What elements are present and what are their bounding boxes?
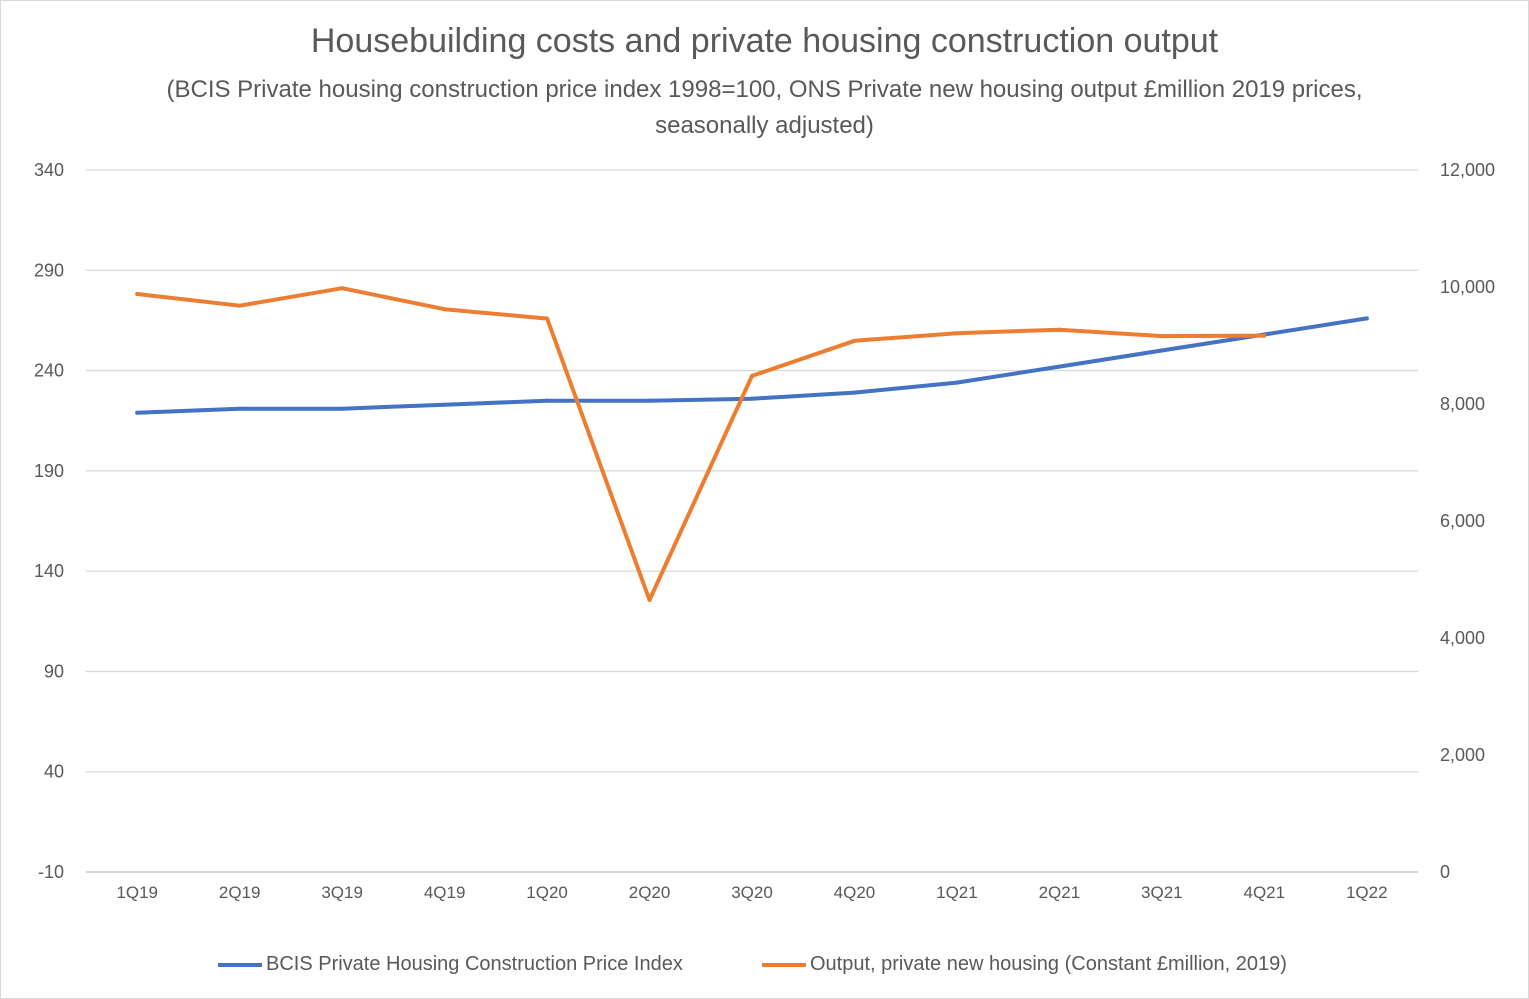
x-tick-label: 1Q22 — [1346, 883, 1388, 902]
y-right-tick-label: 6,000 — [1440, 511, 1485, 531]
legend-label-price-index: BCIS Private Housing Construction Price … — [266, 953, 683, 975]
data-point — [1057, 364, 1062, 369]
data-point — [1159, 334, 1164, 339]
y-right-tick-label: 12,000 — [1440, 160, 1495, 180]
x-tick-label: 4Q20 — [834, 883, 876, 902]
chart-title: Housebuilding costs and private housing … — [310, 22, 1219, 60]
data-point — [135, 292, 140, 297]
data-point — [852, 390, 857, 395]
x-tick-label: 1Q21 — [936, 883, 978, 902]
x-tick-label: 3Q21 — [1141, 883, 1183, 902]
x-tick-label: 3Q19 — [321, 883, 363, 902]
y-right-tick-label: 0 — [1440, 862, 1450, 882]
x-tick-label: 3Q20 — [731, 883, 773, 902]
data-point — [340, 286, 345, 291]
data-point — [1057, 327, 1062, 332]
x-tick-label: 2Q19 — [219, 883, 261, 902]
chart-subtitle: (BCIS Private housing construction price… — [166, 76, 1363, 139]
data-point — [750, 396, 754, 401]
data-point — [545, 398, 550, 403]
legend-item-output: Output, private new housing (Constant £m… — [762, 953, 1287, 976]
y-right-tick-label: 10,000 — [1440, 277, 1495, 297]
y-right-tick-label: 8,000 — [1440, 394, 1485, 414]
data-point — [1159, 348, 1164, 353]
data-point — [135, 410, 140, 415]
legend-swatch-output — [762, 962, 806, 967]
data-point — [237, 303, 242, 308]
y-right-tick-label: 2,000 — [1440, 745, 1485, 765]
x-tick-label: 4Q19 — [424, 883, 466, 902]
data-point — [1364, 316, 1369, 321]
x-tick-label: 4Q21 — [1244, 883, 1286, 902]
x-tick-label: 1Q20 — [526, 883, 568, 902]
data-point — [954, 331, 959, 336]
data-point — [545, 316, 550, 321]
y-left-tick-label: 140 — [34, 561, 64, 581]
legend-item-price-index: BCIS Private Housing Construction Price … — [218, 953, 683, 976]
data-point — [237, 406, 242, 411]
y-left-tick-label: 290 — [34, 260, 64, 280]
series-line-output — [135, 286, 1267, 602]
legend-swatch-price-index — [218, 962, 262, 967]
data-point — [442, 307, 447, 312]
data-point — [750, 373, 754, 378]
x-tick-label: 2Q20 — [629, 883, 671, 902]
x-tick-label: 2Q21 — [1039, 883, 1081, 902]
data-point — [954, 380, 959, 385]
data-point — [442, 402, 447, 407]
x-tick-label: 1Q19 — [116, 883, 158, 902]
y-left-tick-label: -10 — [38, 862, 64, 882]
y-right-tick-label: 4,000 — [1440, 628, 1485, 648]
y-left-tick-label: 240 — [34, 361, 64, 381]
y-left-tick-label: 40 — [44, 762, 64, 782]
data-point — [1262, 333, 1267, 338]
y-left-tick-label: 90 — [44, 661, 64, 681]
legend-label-output: Output, private new housing (Constant £m… — [810, 953, 1287, 975]
data-point — [340, 406, 345, 411]
chart-legend: BCIS Private Housing Construction Price … — [0, 953, 1529, 979]
data-point — [852, 338, 857, 343]
data-point — [647, 597, 652, 602]
y-left-tick-label: 340 — [34, 160, 64, 180]
data-point — [647, 398, 652, 403]
y-left-tick-label: 190 — [34, 461, 64, 481]
